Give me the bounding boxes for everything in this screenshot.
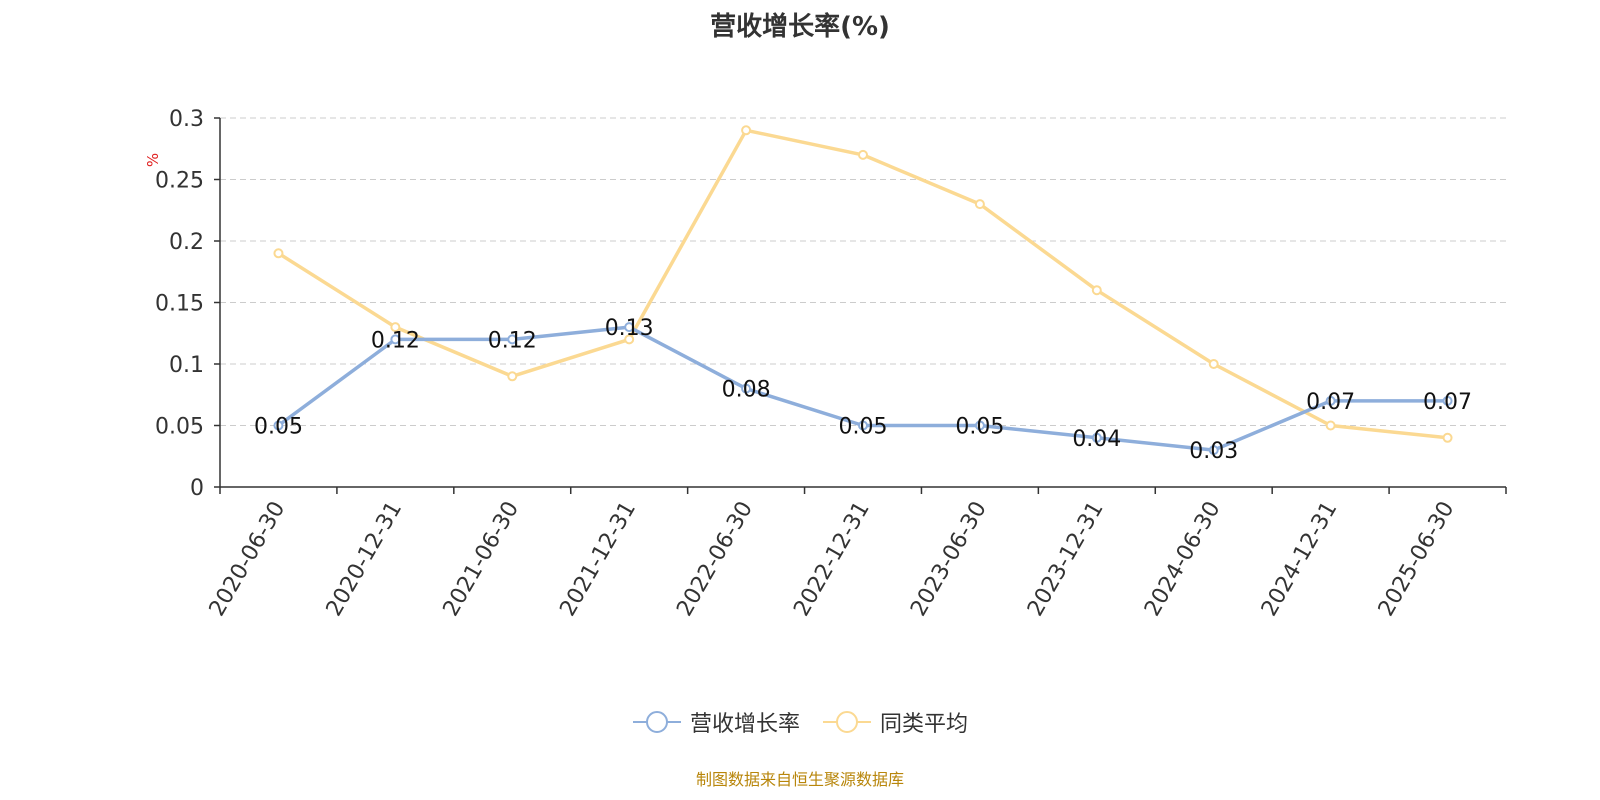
- series-line-1: [277, 128, 1448, 440]
- data-point: [974, 420, 985, 431]
- data-label: 0.03: [1189, 439, 1238, 464]
- line-chart: 0 0.05 0.1 0.15 0.2 0.25 0.3 2020-06-30 2020-12-…: [144, 107, 1507, 621]
- data-point: [507, 371, 518, 382]
- data-point: [624, 334, 635, 345]
- data-point: [624, 322, 635, 333]
- legend-item-revenue-growth[interactable]: 营收增长率: [632, 706, 800, 738]
- y-tick-label: 0.1: [169, 353, 204, 378]
- y-tick-label: 0.15: [155, 292, 204, 317]
- x-tick-label: 2022-12-31: [789, 497, 875, 620]
- data-point: [741, 125, 752, 136]
- x-tick-label: 2023-06-30: [906, 497, 992, 620]
- data-label: 0.05: [955, 415, 1004, 440]
- data-point: [741, 383, 752, 394]
- data-point: [1442, 395, 1453, 406]
- legend-label-revenue-growth: 营收增长率: [689, 712, 800, 737]
- series-lines: [273, 125, 1453, 456]
- legend-label-peer-average: 同类平均: [880, 712, 969, 737]
- y-tick-label: 0.3: [169, 107, 204, 132]
- data-label: 0.05: [254, 415, 303, 440]
- data-point: [1091, 432, 1102, 443]
- data-label: 0.04: [1072, 427, 1121, 452]
- x-tick-label: 2021-06-30: [439, 497, 525, 620]
- data-point: [1091, 285, 1102, 296]
- data-point: [1325, 395, 1336, 406]
- data-point: [974, 199, 985, 210]
- data-point: [1442, 432, 1453, 443]
- x-tick-label: 2022-06-30: [672, 497, 758, 620]
- chart-title: 营收增长率(%): [710, 12, 890, 42]
- y-tick-label: 0.05: [155, 415, 204, 440]
- data-point: [273, 248, 284, 259]
- data-point: [390, 334, 401, 345]
- data-point: [858, 420, 868, 431]
- x-tick-label: 2021-12-31: [555, 497, 641, 620]
- data-label: 0.05: [839, 415, 888, 440]
- y-tick-label: 0.2: [169, 230, 204, 255]
- x-tick-label: 2024-12-31: [1257, 497, 1343, 620]
- legend-swatch-revenue-growth: [632, 711, 681, 733]
- x-tick-label: 2024-06-30: [1140, 497, 1226, 620]
- y-tick-label: 0: [190, 476, 204, 501]
- data-point: [273, 420, 284, 431]
- data-point: [1208, 359, 1219, 369]
- y-axis-unit-label: %: [144, 153, 162, 167]
- legend-swatch-peer-average: [823, 711, 871, 733]
- data-label: 0.12: [371, 328, 420, 353]
- x-tick-label: 2025-06-30: [1374, 497, 1460, 620]
- legend: 营收增长率 同类平均: [0, 706, 1600, 738]
- x-tick-label: 2020-12-31: [322, 497, 408, 620]
- data-labels: 0.05 0.12 0.12 0.13 0.08 0.05 0.05 0.04 0.03 0.07…: [254, 316, 1472, 464]
- data-label: 0.07: [1306, 390, 1355, 415]
- data-label: 0.07: [1423, 390, 1472, 415]
- data-point: [858, 149, 868, 160]
- data-label: 0.12: [488, 328, 537, 353]
- x-tick-label: 2020-06-30: [205, 497, 291, 620]
- grid-lines: [220, 117, 1506, 426]
- data-point: [507, 334, 518, 345]
- legend-item-peer-average[interactable]: 同类平均: [822, 706, 968, 738]
- data-point: [390, 322, 401, 333]
- x-tick-label: 2023-12-31: [1023, 497, 1109, 620]
- data-point: [1208, 445, 1219, 456]
- data-point: [1325, 420, 1336, 431]
- data-label: 0.13: [605, 316, 654, 341]
- source-footer: 制图数据来自恒生聚源数据库: [695, 770, 904, 789]
- y-tick-label: 0.25: [155, 169, 204, 194]
- data-label: 0.08: [722, 378, 771, 403]
